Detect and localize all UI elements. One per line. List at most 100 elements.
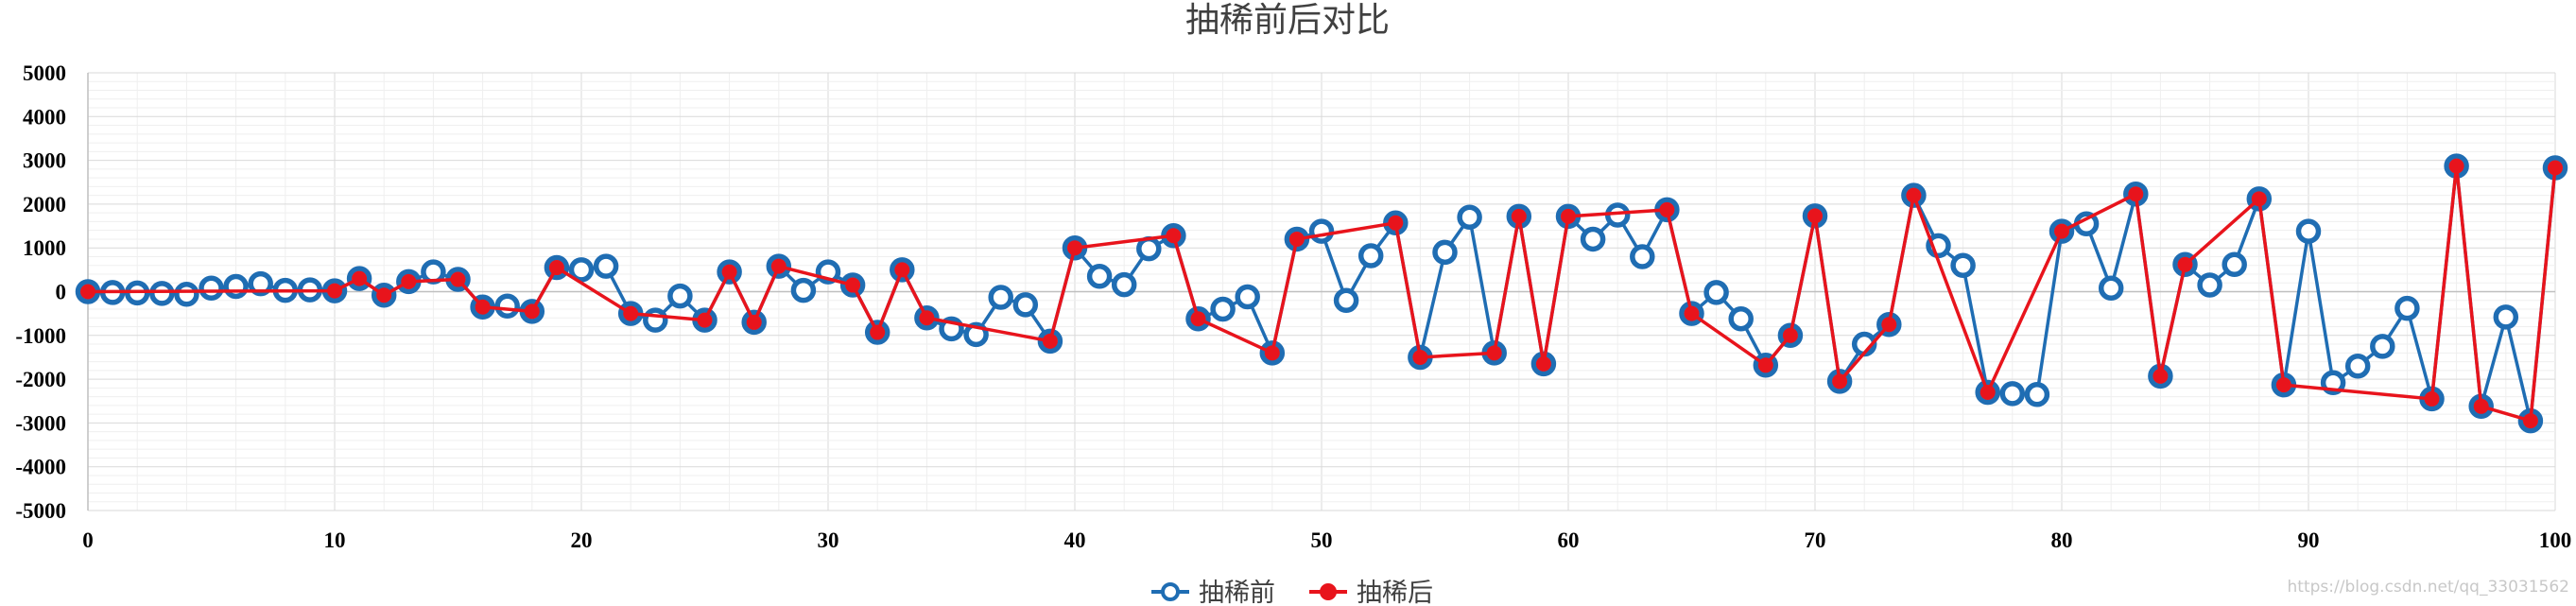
y-tick-label: 1000	[23, 236, 66, 260]
data-point-after	[845, 277, 861, 293]
x-tick-label: 90	[2298, 528, 2320, 552]
legend-swatch-marker-before	[1161, 582, 1180, 601]
data-point-after	[1511, 208, 1527, 224]
data-point-before	[2344, 353, 2371, 379]
data-point-after	[352, 270, 368, 286]
legend-swatch-marker-after	[1320, 583, 1337, 600]
x-tick-label: 50	[1311, 528, 1333, 552]
x-tick-label: 0	[82, 528, 94, 552]
y-tick-label: 5000	[23, 61, 66, 85]
data-point-after	[2177, 256, 2193, 272]
data-point-after	[1561, 208, 1576, 224]
data-point-before	[2024, 382, 2050, 407]
data-point-before	[2295, 218, 2322, 244]
data-point-after	[1757, 357, 1773, 373]
data-point-before	[1999, 381, 2026, 407]
y-tick-label: 0	[56, 281, 67, 304]
data-point-before	[1457, 204, 1482, 231]
data-point-before	[494, 293, 520, 320]
data-point-before	[174, 282, 199, 307]
x-tick-label: 60	[1558, 528, 1580, 552]
data-point-after	[1166, 228, 1182, 244]
data-point-after	[1190, 311, 1206, 327]
data-point-after	[1980, 384, 1996, 400]
data-point-before	[1432, 239, 1458, 266]
data-point-after	[1881, 317, 1897, 333]
data-point-before	[988, 285, 1013, 310]
data-point-after	[401, 273, 417, 289]
data-point-after	[1486, 345, 1502, 361]
y-tick-label: 3000	[23, 149, 66, 173]
data-point-before	[1210, 296, 1236, 322]
x-tick-label: 30	[818, 528, 839, 552]
data-point-after	[450, 271, 466, 287]
data-point-after	[2473, 398, 2489, 414]
data-point-after	[548, 260, 564, 276]
y-tick-label: -1000	[15, 324, 66, 348]
data-point-after	[2448, 158, 2464, 174]
data-point-before	[1728, 305, 1754, 332]
data-point-before	[568, 257, 595, 283]
data-point-after	[1067, 240, 1082, 256]
data-point-after	[1042, 333, 1058, 349]
data-point-after	[1388, 215, 1404, 231]
data-point-before	[1703, 280, 1729, 305]
data-point-after	[623, 305, 639, 321]
data-point-before	[1333, 287, 1359, 314]
data-point-after	[2424, 390, 2440, 407]
legend-label-after: 抽稀后	[1357, 579, 1433, 606]
data-point-after	[870, 324, 886, 340]
series-layer	[75, 153, 2568, 434]
data-point-before	[2370, 334, 2395, 359]
legend-item-after: 抽稀后	[1309, 579, 1433, 606]
x-tick-label: 10	[324, 528, 346, 552]
data-point-before	[643, 307, 668, 333]
data-point-after	[919, 310, 935, 326]
data-point-after	[2251, 191, 2267, 207]
data-point-after	[524, 303, 540, 320]
data-point-before	[667, 283, 693, 309]
data-point-before	[1308, 218, 1335, 244]
y-tick-label: -3000	[15, 411, 66, 435]
data-point-before	[1630, 244, 1655, 269]
data-point-after	[1684, 305, 1700, 321]
data-point-before	[593, 253, 619, 279]
chart-title: 抽稀前后对比	[1185, 1, 1390, 40]
y-tick-label: -4000	[15, 456, 66, 479]
x-tick-label: 80	[2051, 528, 2073, 552]
y-tick-label: -5000	[15, 499, 66, 523]
data-point-before	[790, 277, 817, 303]
data-point-after	[1288, 231, 1305, 247]
legend-item-before: 抽稀前	[1151, 579, 1275, 606]
data-point-before	[1086, 264, 1113, 289]
data-point-after	[1807, 208, 1823, 224]
data-point-before	[1136, 235, 1162, 262]
legend: 抽稀前 抽稀后	[1151, 579, 1433, 606]
data-point-before	[1012, 292, 1039, 318]
data-point-before	[149, 281, 175, 306]
data-point-after	[327, 283, 342, 299]
axes: 500040003000200010000-1000-2000-3000-400…	[15, 61, 2571, 552]
data-point-after	[746, 314, 762, 330]
data-point-after	[1782, 327, 1798, 343]
data-point-after	[2128, 186, 2144, 202]
legend-label-before: 抽稀前	[1199, 579, 1275, 606]
data-point-before	[199, 275, 224, 302]
data-point-before	[1950, 252, 1976, 278]
y-tick-label: 2000	[23, 193, 66, 216]
data-point-after	[376, 287, 392, 303]
y-tick-label: 4000	[23, 105, 66, 129]
data-point-after	[475, 299, 491, 315]
data-point-after	[697, 312, 713, 328]
series-after	[80, 158, 2563, 429]
x-tick-label: 40	[1064, 528, 1086, 552]
series-line-after	[87, 164, 2557, 423]
data-point-before	[2222, 251, 2247, 278]
data-point-after	[1906, 187, 1922, 203]
data-point-before	[2197, 272, 2222, 298]
data-point-before	[2493, 304, 2519, 330]
data-point-after	[894, 262, 910, 278]
data-point-after	[2522, 413, 2538, 429]
data-point-before	[1580, 226, 1606, 252]
